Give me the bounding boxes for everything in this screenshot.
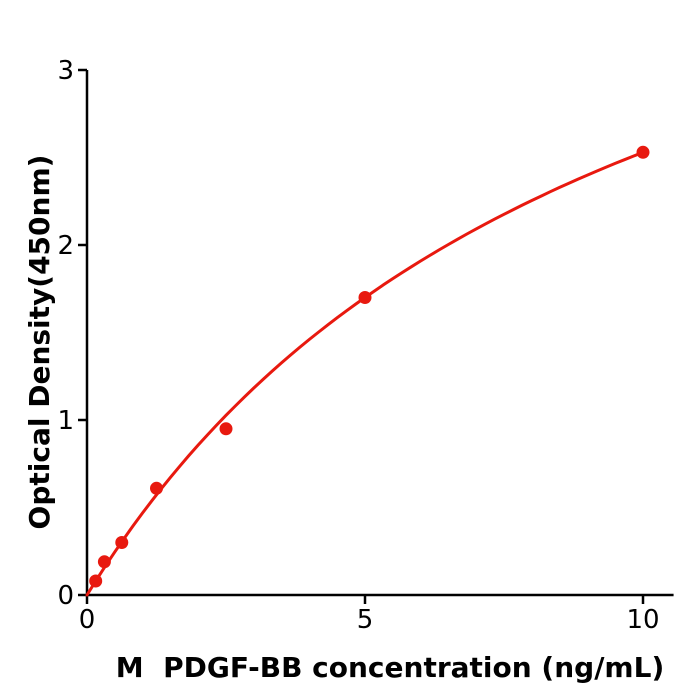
- x-tick-label: 10: [626, 605, 659, 635]
- x-axis-label: M PDGF-BB concentration (ng/mL): [115, 651, 665, 684]
- y-tick-label: 2: [57, 231, 74, 261]
- data-point: [89, 574, 103, 588]
- fit-curve: [85, 150, 645, 597]
- y-tick-label: 3: [57, 56, 74, 86]
- data-point: [358, 291, 372, 304]
- data-point: [636, 145, 650, 159]
- y-tick-label: 1: [57, 406, 74, 436]
- y-axis-label: Optical Density(450nm): [23, 154, 56, 530]
- x-tick-label: 0: [79, 605, 96, 635]
- y-tick-label: 0: [57, 581, 74, 611]
- data-point: [150, 481, 163, 495]
- data-point: [219, 422, 233, 436]
- data-point: [115, 536, 129, 549]
- x-tick-label: 5: [357, 605, 374, 635]
- data-point: [97, 555, 111, 569]
